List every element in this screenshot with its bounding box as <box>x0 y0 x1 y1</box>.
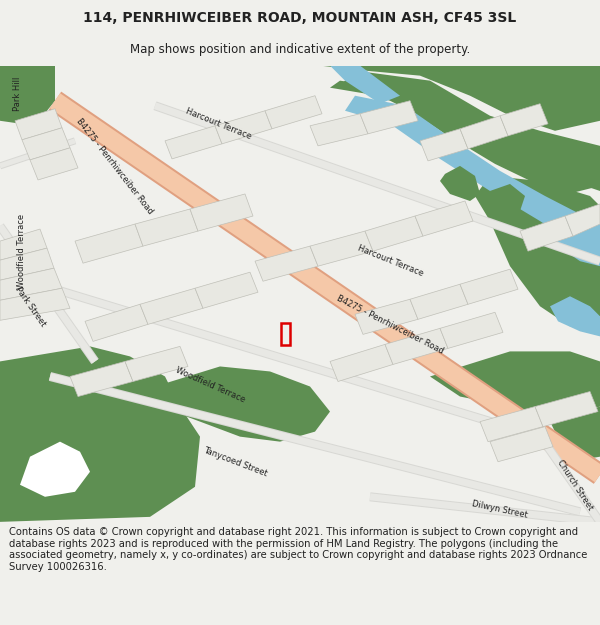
Polygon shape <box>565 204 600 236</box>
Polygon shape <box>520 216 573 251</box>
Polygon shape <box>0 229 47 260</box>
Polygon shape <box>535 391 598 427</box>
Text: Map shows position and indicative extent of the property.: Map shows position and indicative extent… <box>130 42 470 56</box>
Text: Contains OS data © Crown copyright and database right 2021. This information is : Contains OS data © Crown copyright and d… <box>9 527 587 572</box>
Text: Tanycoed Street: Tanycoed Street <box>202 446 268 478</box>
Bar <box>281 323 290 346</box>
Polygon shape <box>140 288 203 324</box>
Polygon shape <box>555 224 600 266</box>
Polygon shape <box>420 129 468 161</box>
Polygon shape <box>0 248 54 280</box>
Polygon shape <box>526 419 600 524</box>
Polygon shape <box>527 419 600 524</box>
Polygon shape <box>50 93 600 482</box>
Text: Park Hill: Park Hill <box>14 76 23 111</box>
Polygon shape <box>355 299 418 334</box>
Text: Woodfield Terrace: Woodfield Terrace <box>17 214 26 289</box>
Polygon shape <box>85 304 148 341</box>
Polygon shape <box>0 224 98 364</box>
Polygon shape <box>440 166 480 201</box>
Text: Harcourt Terrace: Harcourt Terrace <box>356 244 424 279</box>
Polygon shape <box>360 101 418 134</box>
Polygon shape <box>49 373 581 515</box>
Polygon shape <box>500 104 548 136</box>
Polygon shape <box>460 269 518 304</box>
Polygon shape <box>195 272 258 308</box>
Polygon shape <box>460 116 508 149</box>
Polygon shape <box>0 139 76 168</box>
Polygon shape <box>466 121 600 191</box>
Polygon shape <box>0 346 200 522</box>
Polygon shape <box>70 361 133 396</box>
Polygon shape <box>165 126 222 159</box>
Polygon shape <box>490 184 525 214</box>
Polygon shape <box>30 148 78 180</box>
Polygon shape <box>265 96 322 129</box>
Polygon shape <box>330 344 393 381</box>
Text: Park Street: Park Street <box>13 284 47 328</box>
Polygon shape <box>320 66 600 131</box>
Polygon shape <box>475 176 600 326</box>
Polygon shape <box>370 493 600 526</box>
Polygon shape <box>330 66 400 104</box>
Polygon shape <box>310 231 373 266</box>
Polygon shape <box>135 209 198 246</box>
Polygon shape <box>49 372 581 516</box>
Polygon shape <box>385 328 448 364</box>
Polygon shape <box>0 138 76 169</box>
Polygon shape <box>22 127 70 160</box>
Polygon shape <box>330 81 580 204</box>
Polygon shape <box>255 246 318 281</box>
Polygon shape <box>0 224 98 364</box>
Polygon shape <box>75 224 143 263</box>
Polygon shape <box>415 201 473 236</box>
Polygon shape <box>15 109 62 140</box>
Text: Harcourt Terrace: Harcourt Terrace <box>184 106 252 141</box>
Polygon shape <box>440 312 503 348</box>
Text: Woodfield Terrace: Woodfield Terrace <box>174 365 246 404</box>
Polygon shape <box>340 71 600 196</box>
Text: Church Street: Church Street <box>556 458 595 512</box>
Polygon shape <box>365 216 423 251</box>
Polygon shape <box>215 111 272 144</box>
Polygon shape <box>154 101 600 266</box>
Polygon shape <box>0 288 70 321</box>
Polygon shape <box>190 194 253 231</box>
Polygon shape <box>49 92 600 484</box>
Text: B4275 - Penrhiwceiber Road: B4275 - Penrhiwceiber Road <box>75 116 155 216</box>
Polygon shape <box>480 406 543 442</box>
Polygon shape <box>44 282 541 441</box>
Polygon shape <box>310 114 368 146</box>
Polygon shape <box>410 284 468 319</box>
Text: B4275 - Penrhiwceiber Road: B4275 - Penrhiwceiber Road <box>335 293 445 356</box>
Polygon shape <box>0 66 55 126</box>
Polygon shape <box>430 351 600 417</box>
Polygon shape <box>345 96 600 251</box>
Polygon shape <box>155 366 330 442</box>
Polygon shape <box>44 283 541 440</box>
Text: Dilwyn Street: Dilwyn Street <box>472 499 529 520</box>
Polygon shape <box>20 442 90 497</box>
Polygon shape <box>550 406 600 462</box>
Text: 114, PENRHIWCEIBER ROAD, MOUNTAIN ASH, CF45 3SL: 114, PENRHIWCEIBER ROAD, MOUNTAIN ASH, C… <box>83 11 517 26</box>
Polygon shape <box>125 346 188 381</box>
Polygon shape <box>0 268 62 300</box>
Polygon shape <box>370 492 600 526</box>
Polygon shape <box>490 427 553 462</box>
Polygon shape <box>550 296 600 336</box>
Polygon shape <box>154 102 600 264</box>
